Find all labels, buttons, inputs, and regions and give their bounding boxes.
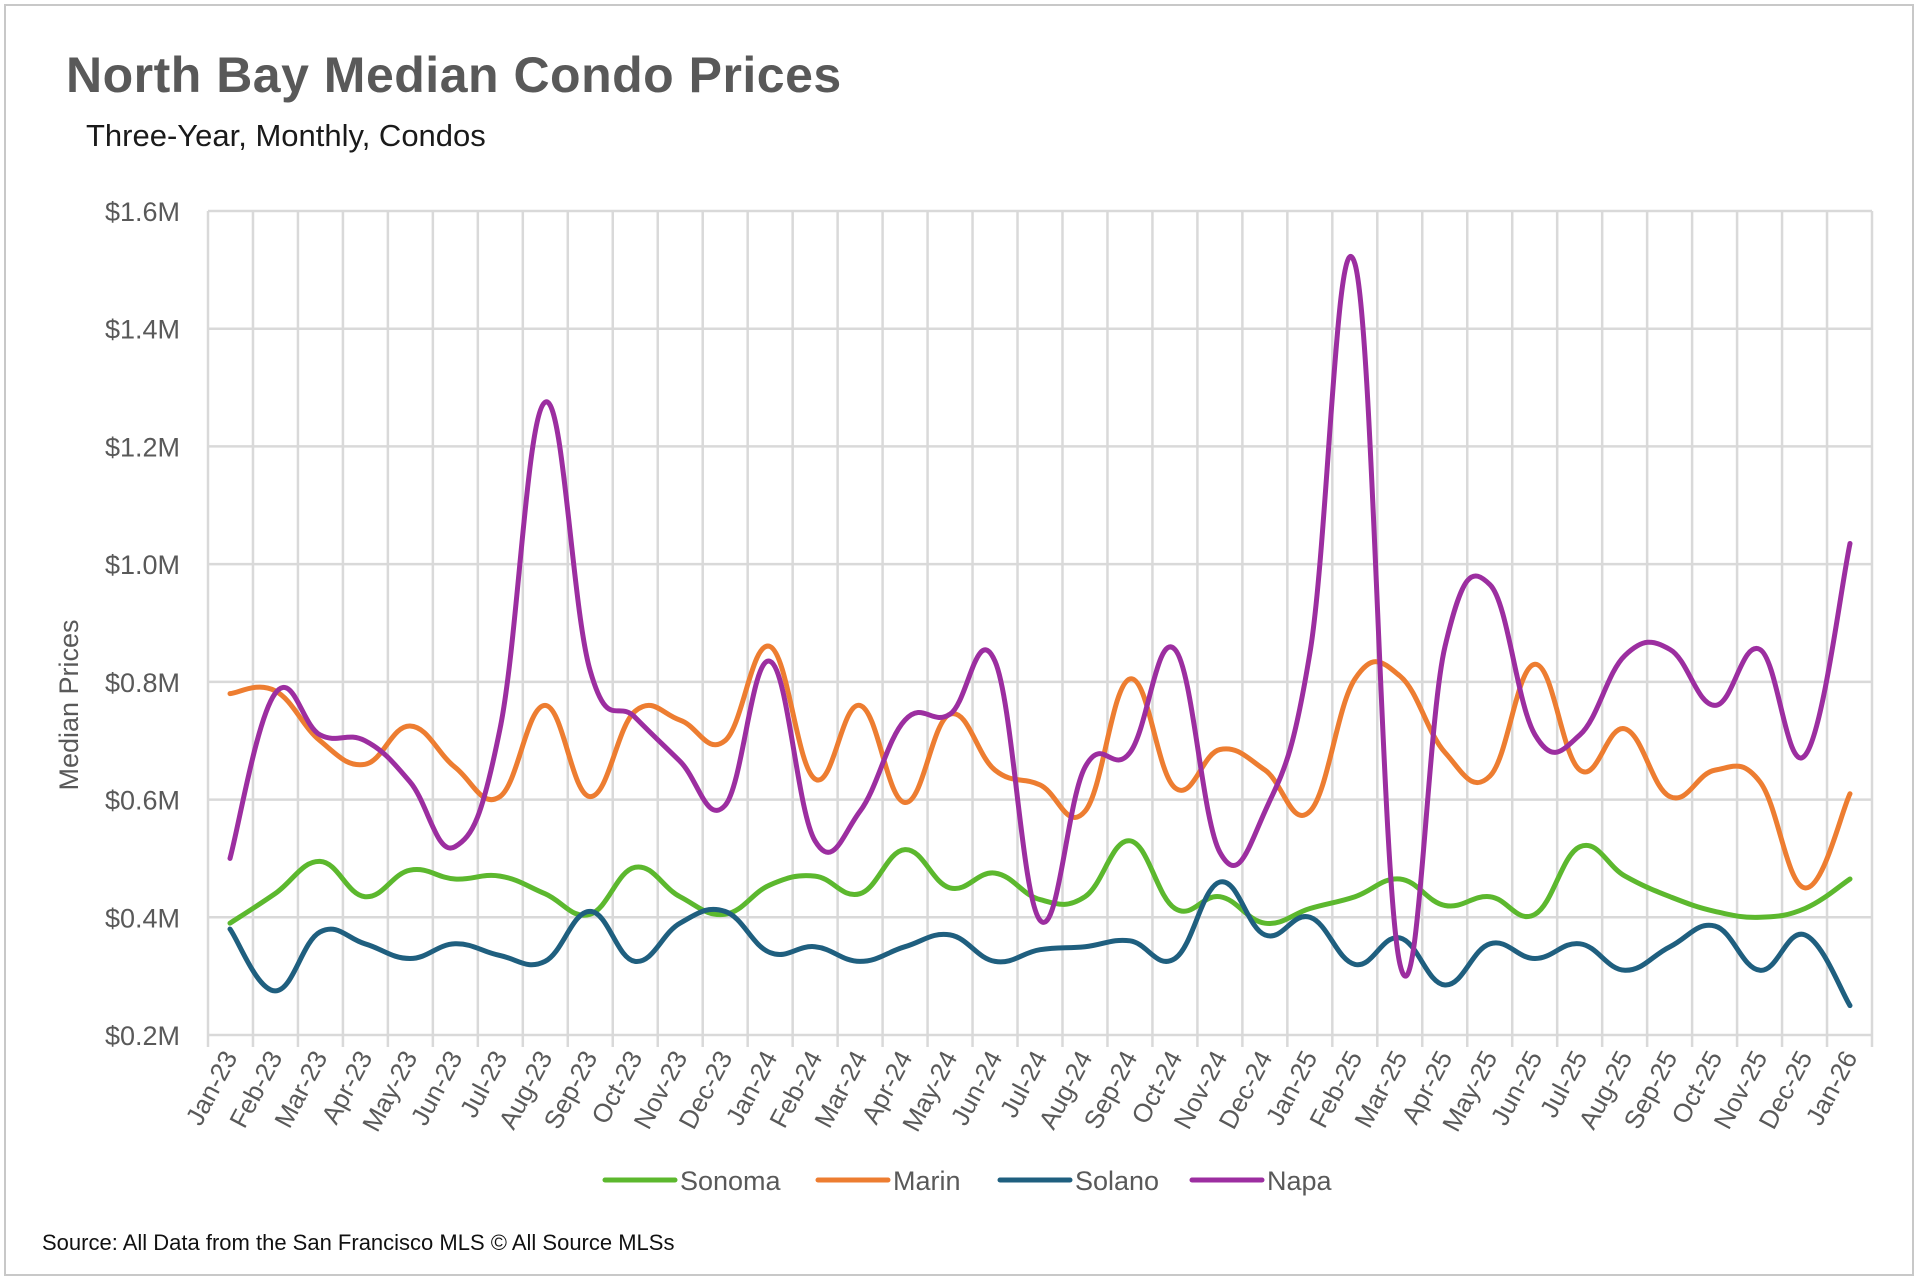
series-line-napa	[227, 253, 1853, 979]
y-tick-label: $0.2M	[105, 1021, 180, 1051]
chart-title: North Bay Median Condo Prices	[66, 47, 842, 103]
y-tick-label: $0.4M	[105, 903, 180, 933]
series-lines	[227, 253, 1853, 1009]
y-tick-label: $1.6M	[105, 197, 180, 227]
chart-subtitle: Three-Year, Monthly, Condos	[86, 118, 486, 153]
source-note: Source: All Data from the San Francisco …	[42, 1230, 675, 1255]
legend-label-marin: Marin	[893, 1166, 961, 1196]
legend: Sonoma Marin Solano Napa	[602, 1166, 1333, 1196]
y-tick-label: $1.4M	[105, 315, 180, 345]
series-line-marin	[227, 643, 1853, 891]
series-line-sonoma	[227, 838, 1853, 926]
y-tick-label: $0.8M	[105, 668, 180, 698]
chart-frame: North Bay Median Condo Prices Three-Year…	[4, 4, 1914, 1276]
y-tick-label: $0.6M	[105, 786, 180, 816]
legend-label-napa: Napa	[1267, 1166, 1333, 1196]
x-axis-ticks: Jan-23Feb-23Mar-23Apr-23May-23Jun-23Jul-…	[179, 1046, 1863, 1137]
y-axis-ticks: $0.2M $0.4M $0.6M $0.8M $1.0M $1.2M $1.4M $1.6M	[105, 197, 180, 1051]
legend-label-sonoma: Sonoma	[680, 1166, 782, 1196]
grid-lines	[206, 209, 1874, 1047]
legend-label-solano: Solano	[1075, 1166, 1159, 1196]
y-tick-label: $1.0M	[105, 550, 180, 580]
y-tick-label: $1.2M	[105, 432, 180, 462]
y-axis-label: Median Prices	[54, 619, 84, 790]
series-line-solano	[227, 879, 1853, 1009]
